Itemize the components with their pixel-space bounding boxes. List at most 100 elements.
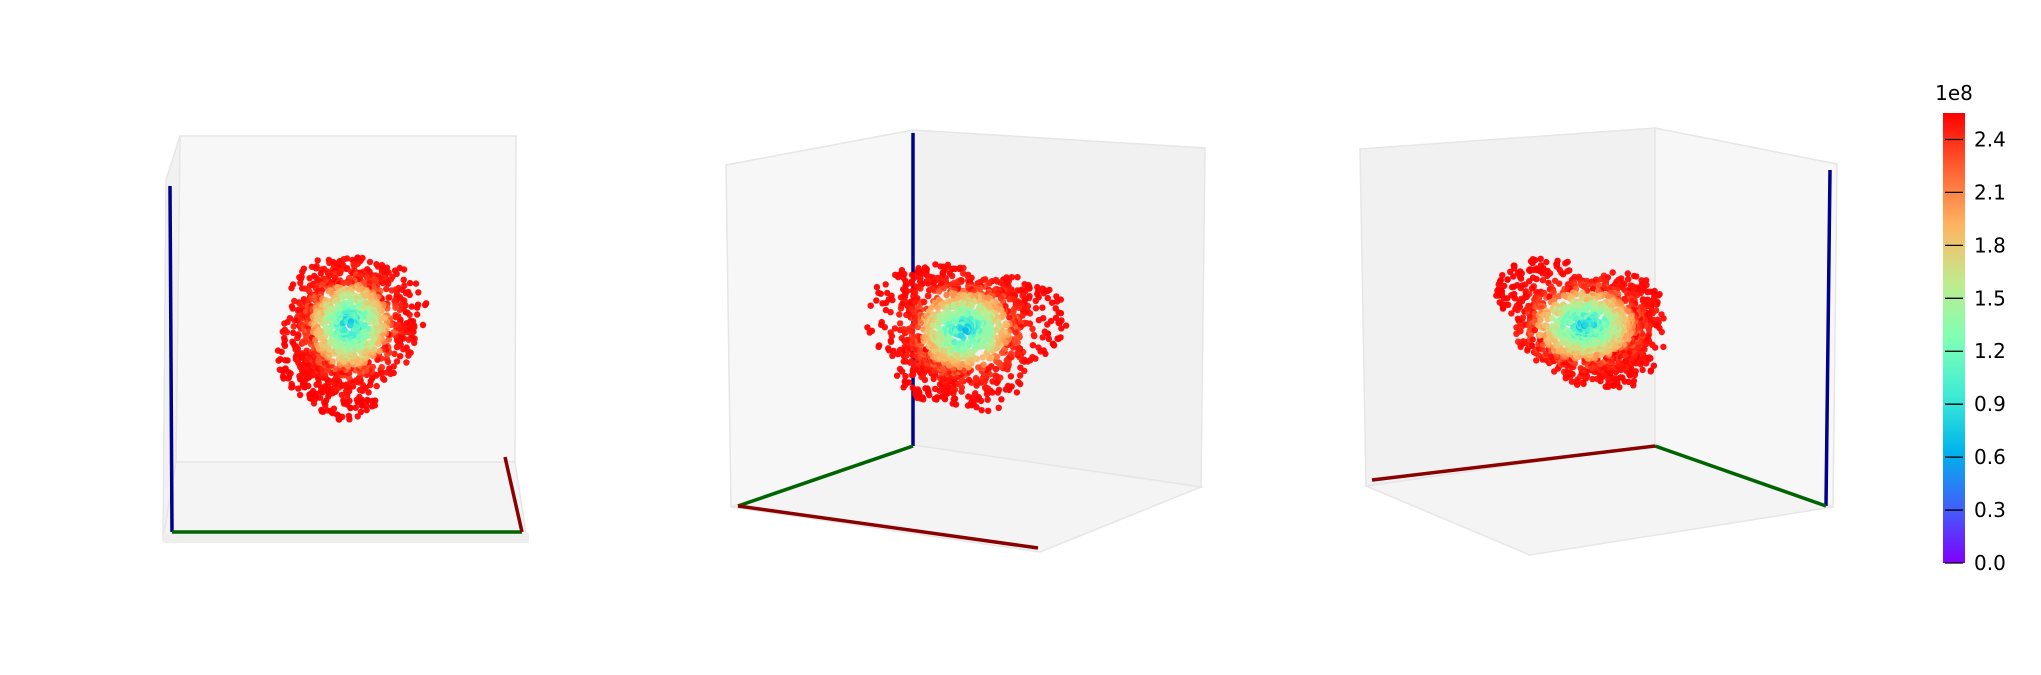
data-point: [986, 354, 993, 362]
colorbar-tick-label: 0.9: [1974, 392, 2006, 416]
floor-pane: [162, 461, 528, 541]
data-point: [1529, 342, 1536, 349]
data-point: [1516, 303, 1524, 311]
panel-oblique-right-view: [1359, 127, 1838, 556]
data-point: [1533, 275, 1540, 283]
z-axis-line: [1824, 169, 1832, 507]
data-point: [294, 345, 301, 352]
colorbar-tick-label: 1.2: [1974, 339, 2006, 363]
data-point: [290, 323, 297, 330]
data-point: [1014, 274, 1021, 281]
data-point: [958, 332, 965, 339]
data-point: [402, 328, 409, 336]
data-point: [1543, 258, 1550, 266]
colorbar-tick-label: 0.3: [1974, 498, 2006, 522]
data-point: [357, 408, 365, 416]
data-point: [864, 324, 871, 331]
data-point: [956, 265, 963, 273]
data-point: [1624, 276, 1632, 283]
data-point: [369, 363, 376, 371]
data-point: [878, 318, 885, 326]
data-point: [279, 373, 287, 380]
data-point: [1632, 368, 1639, 375]
data-point: [384, 280, 392, 287]
data-point: [902, 373, 909, 380]
data-point: [1658, 311, 1665, 318]
data-point: [1544, 311, 1552, 318]
data-point: [1053, 293, 1060, 300]
left-pane: [725, 129, 914, 509]
data-point: [979, 354, 986, 361]
data-point: [1032, 305, 1040, 312]
data-point: [1517, 284, 1524, 292]
data-point: [403, 359, 410, 366]
right-pane: [1654, 127, 1838, 509]
data-point: [1522, 281, 1529, 288]
data-point: [975, 364, 982, 371]
data-point: [277, 356, 284, 363]
data-point: [1006, 314, 1013, 321]
data-point: [896, 320, 904, 327]
data-point: [386, 365, 393, 372]
data-point: [1052, 305, 1059, 312]
data-point: [383, 285, 390, 293]
colorbar-tick-label: 1.5: [1974, 286, 2006, 310]
data-point: [1638, 277, 1645, 284]
data-point: [951, 395, 959, 402]
data-point: [1008, 350, 1015, 357]
data-point: [932, 261, 939, 268]
floor-edge: [163, 533, 529, 543]
data-point: [303, 333, 310, 340]
data-point: [1044, 294, 1052, 302]
data-point: [994, 278, 1001, 285]
data-point: [414, 304, 421, 311]
data-point: [1643, 277, 1650, 284]
data-point: [1044, 321, 1051, 328]
data-point: [374, 263, 382, 270]
data-point: [309, 387, 317, 395]
data-point: [406, 279, 414, 287]
data-point: [341, 326, 348, 333]
data-point: [1567, 319, 1574, 326]
data-point: [1517, 327, 1524, 335]
data-point: [1507, 268, 1514, 275]
data-point: [421, 301, 429, 309]
data-point: [890, 347, 897, 355]
data-point: [980, 361, 987, 368]
data-point: [868, 327, 876, 334]
data-point: [1032, 297, 1040, 305]
data-point: [1030, 331, 1038, 339]
data-point: [888, 333, 896, 340]
data-point: [1582, 321, 1589, 329]
data-point: [925, 292, 932, 300]
data-point: [1501, 282, 1508, 290]
data-point: [343, 265, 350, 273]
data-point: [1590, 285, 1597, 293]
data-point: [385, 294, 392, 301]
data-point: [1559, 271, 1567, 278]
data-point: [895, 273, 902, 281]
data-point: [978, 407, 985, 414]
data-point: [284, 357, 291, 364]
data-point: [290, 329, 297, 336]
data-point: [898, 368, 906, 375]
data-point: [882, 281, 889, 288]
data-point: [405, 336, 412, 343]
data-point: [1519, 314, 1527, 321]
data-point: [943, 291, 950, 299]
data-point: [366, 258, 374, 266]
data-point: [383, 355, 390, 363]
data-point: [374, 356, 381, 363]
data-point: [1563, 368, 1571, 375]
data-point: [931, 385, 939, 393]
data-point: [1531, 327, 1539, 334]
colorbar-tick-label: 2.1: [1974, 180, 2006, 204]
data-point: [998, 330, 1005, 338]
x-axis-line: [503, 456, 524, 533]
data-point: [1593, 351, 1600, 358]
data-point: [1630, 377, 1638, 385]
data-point: [1511, 295, 1519, 302]
data-point: [909, 332, 916, 339]
data-point: [1537, 331, 1544, 339]
